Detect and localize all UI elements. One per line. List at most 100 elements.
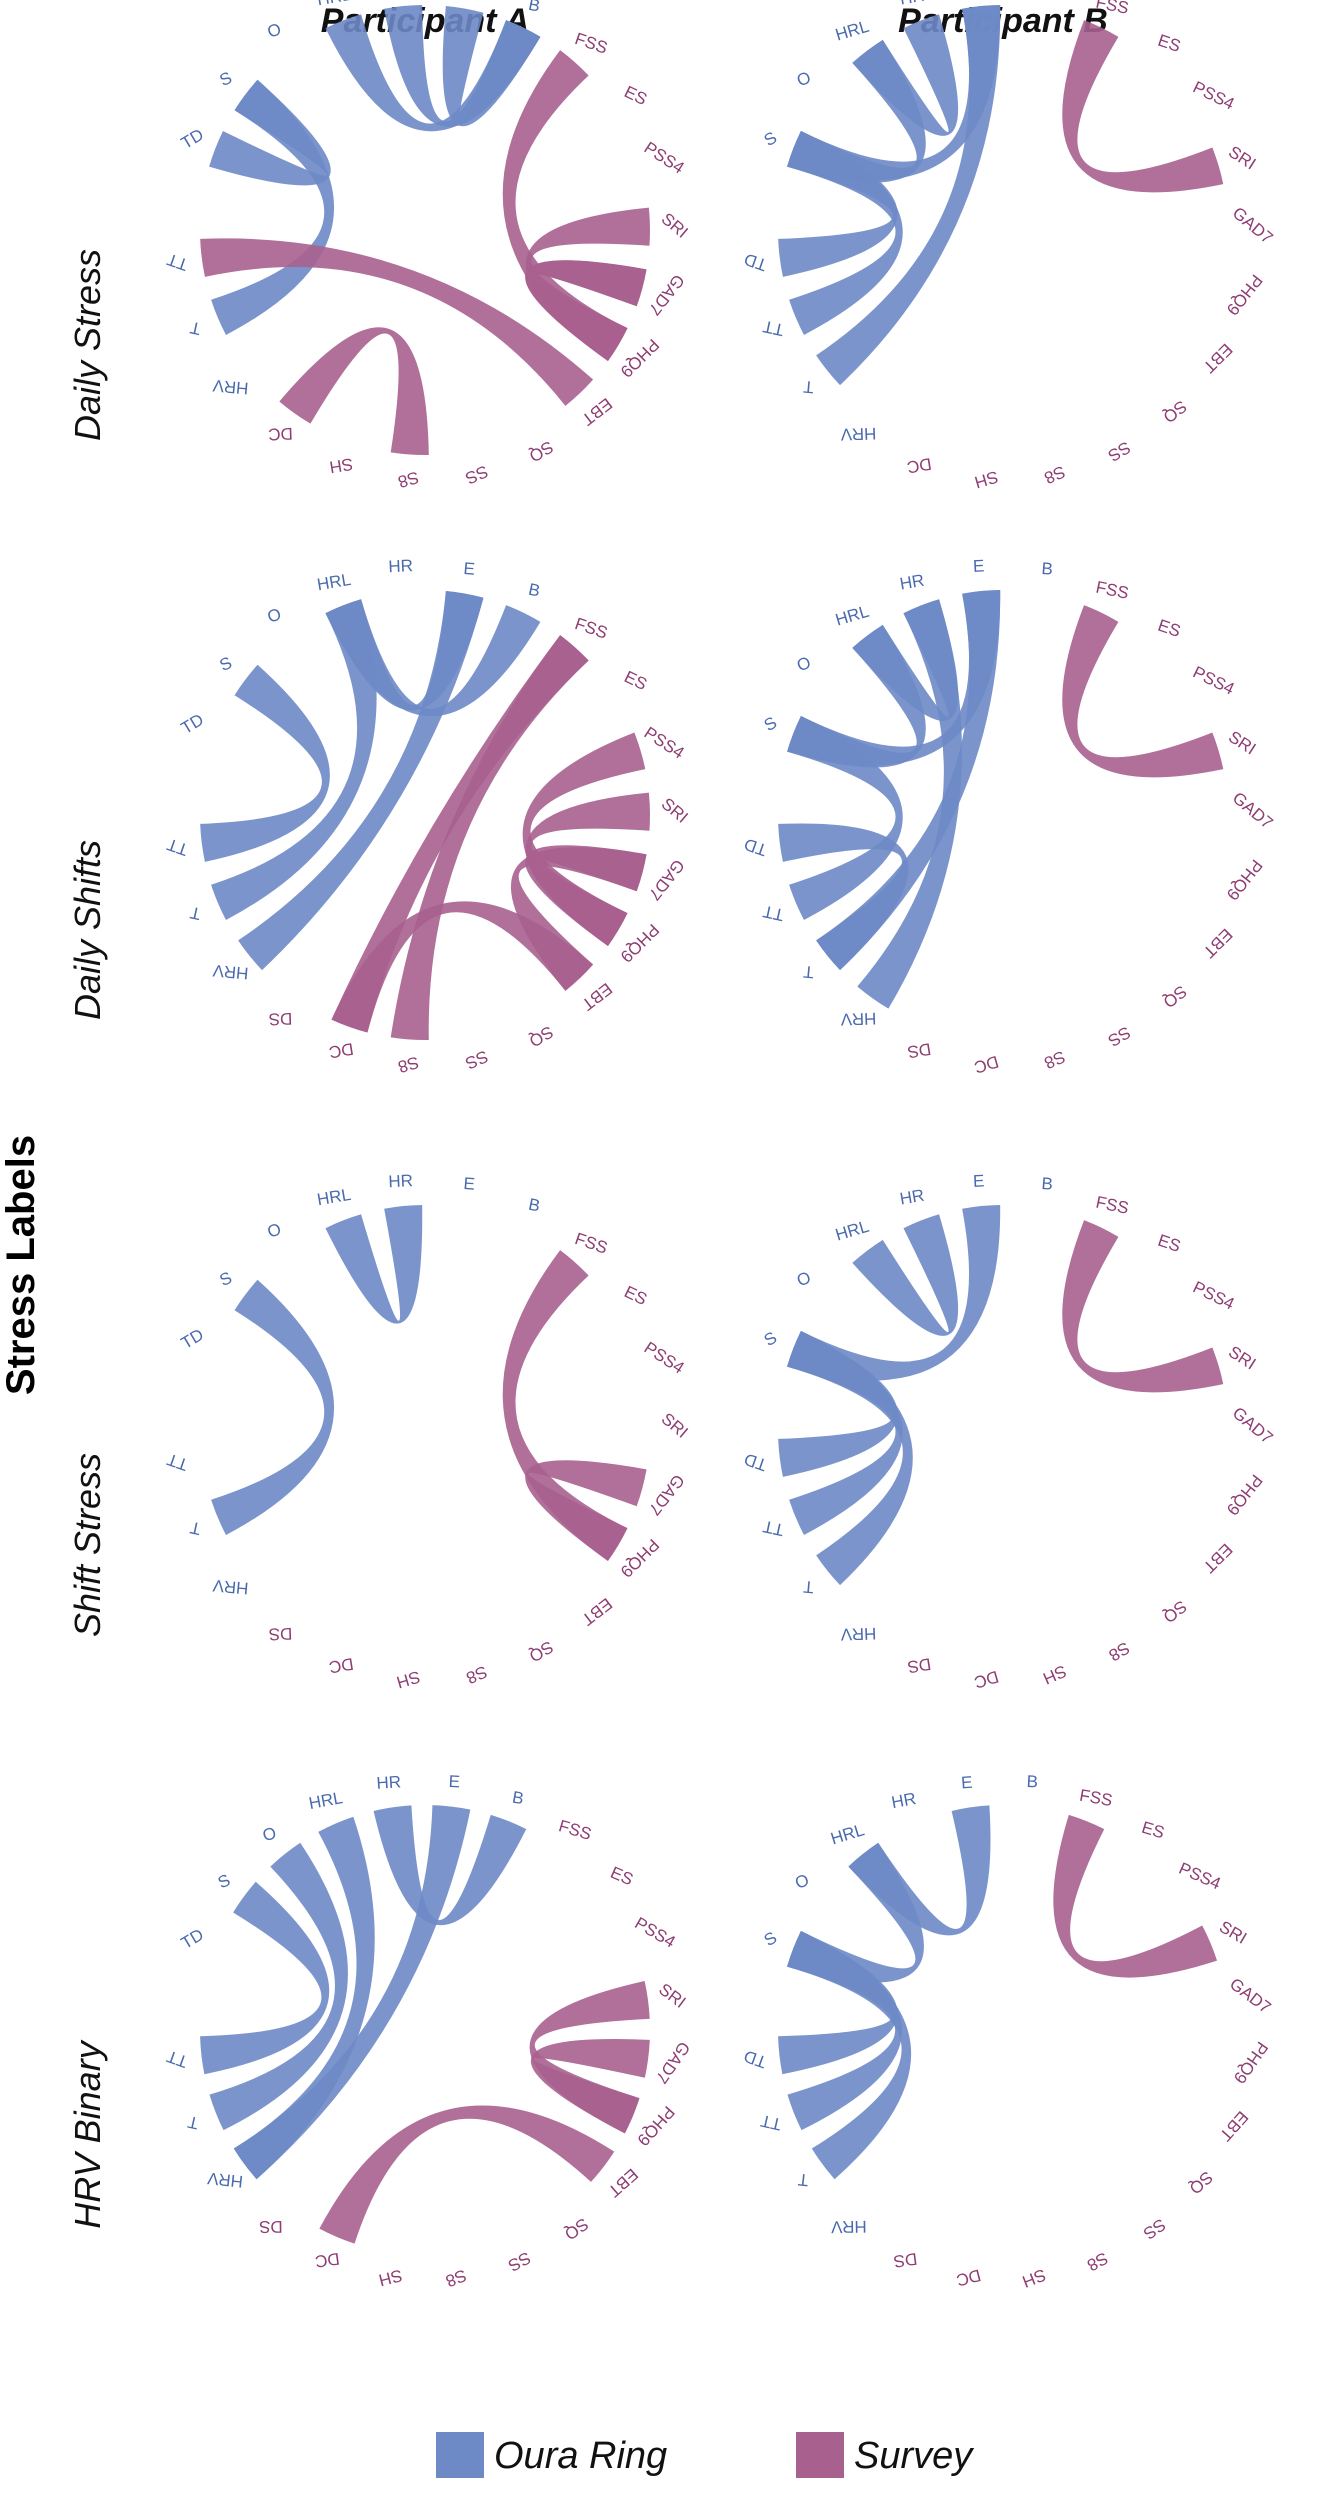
chord-link-phq9-gad7 [525,260,647,361]
chord-link-t-s [211,79,335,335]
node-label-tt: TT [759,2111,783,2134]
node-label-td: TD [742,249,770,274]
node-label-hrl: HRL [316,0,353,9]
node-label-b: B [527,0,542,16]
node-label-hrv: HRV [840,1009,877,1029]
node-label-ss: SS [463,461,491,487]
node-label-t: T [803,962,815,982]
node-label-hrl: HRL [316,1185,353,1209]
node-label-dc: DC [972,1052,1001,1077]
node-label-t: T [188,1518,202,1539]
chord-diagram-shift-stress-participant-b: S O HRL HR E B FSS ES PSS4 SRI GAD7 PHQ9 EBT SQ S8 SH DC… [742,1171,1277,1691]
node-label-s8: S8 [396,467,421,491]
node-label-gad7: GAD7 [1226,1974,1274,2017]
legend-label-survey: Survey [854,2435,974,2477]
chord-link-hrl-hr [852,14,959,136]
node-label-s: S [761,713,780,735]
chord-link-hrl-e [325,590,484,711]
node-label-e: E [463,559,476,579]
node-label-tt: TT [165,835,191,860]
node-label-phq9: PHQ9 [617,335,663,381]
chord-link-dc-s8 [279,327,429,455]
node-label-tt: TT [761,902,785,925]
node-label-es: ES [621,1282,650,1309]
node-label-es: ES [1155,616,1183,641]
node-label-sh: SH [1040,1661,1069,1688]
node-label-sq: SQ [526,1637,557,1666]
chord-link-s8-fss [390,635,589,1040]
row-label-daily-stress: Daily Stress [67,249,108,441]
chord-link-t-o [209,1842,348,2131]
node-label-dc: DC [268,424,293,444]
node-label-sri: SRI [658,1409,692,1442]
row-label-shift-stress: Shift Stress [67,1453,108,1637]
node-label-sq: SQ [561,2214,592,2244]
chord-diagram-daily-shifts-participant-b: S O HRL HR E B FSS ES PSS4 SRI GAD7 PHQ9 EBT SQ SS S8 DC… [742,556,1277,1076]
node-label-s8: S8 [443,2265,469,2290]
node-label-o: O [265,1220,283,1242]
node-label-hrl: HRL [316,570,353,594]
node-label-pss4: PSS4 [1176,1859,1223,1894]
node-label-fss: FSS [1078,1786,1114,1810]
node-label-ds: DS [892,2249,918,2271]
node-label-fss: FSS [1094,1193,1130,1218]
node-label-sri: SRI [655,1980,689,2012]
node-label-dc: DC [972,1667,1001,1692]
node-label-tt: TT [164,2047,190,2072]
node-label-t: T [186,2112,200,2133]
node-label-s8: S8 [1041,462,1068,488]
node-label-o: O [794,653,814,676]
node-label-es: ES [1155,1231,1183,1256]
chord-link-t-s [787,1330,913,1586]
chord-link-phq9-sri [525,207,650,361]
node-label-hrl: HRL [833,1217,871,1245]
node-label-t: T [797,2170,809,2190]
legend-swatch-survey [796,2432,844,2478]
node-label-td: TD [178,1925,207,1953]
node-label-td: TD [178,710,207,738]
node-label-fss: FSS [557,1816,594,1844]
node-label-o: O [265,605,283,627]
chord-link-t-e [816,5,1001,386]
node-label-es: ES [621,82,650,109]
chord-link-hrl-hr [852,599,959,721]
node-label-hrv: HRV [840,424,877,444]
chord-link-fss-sri [1062,20,1224,193]
node-label-s: S [217,68,235,90]
node-label-hr: HR [898,1186,925,1209]
node-label-hrv: HRV [830,2217,867,2237]
node-label-td: TD [178,125,207,153]
node-label-b: B [1041,1174,1054,1194]
node-label-td: TD [742,1449,770,1474]
node-label-hr: HR [388,1171,413,1191]
node-label-ss: SS [463,1046,491,1072]
node-label-hrv: HRV [211,1576,249,1598]
node-label-t: T [188,903,202,924]
node-label-es: ES [1155,31,1183,56]
node-label-phq9: PHQ9 [1223,271,1267,319]
node-label-td: TD [741,2046,769,2072]
node-label-dc: DC [954,2265,983,2290]
node-label-ebt: EBT [1199,1540,1236,1577]
node-label-s: S [215,1870,233,1892]
chord-link-ebt-gad7 [510,847,647,991]
node-label-fss: FSS [573,29,610,58]
node-label-pss4: PSS4 [1190,663,1237,699]
node-label-s8: S8 [1105,1638,1133,1665]
node-label-hr: HR [388,556,413,576]
node-label-gad7: GAD7 [645,1471,689,1519]
node-label-s8: S8 [1041,1047,1068,1073]
node-label-ds: DS [268,1009,292,1029]
node-label-hr: HR [376,1772,402,1793]
node-label-hrl: HRL [828,1820,866,1848]
node-label-sq: SQ [1185,2167,1216,2198]
chord-link-t-e [816,590,1001,971]
node-label-e: E [463,1174,476,1194]
node-label-hrl: HRL [833,602,871,630]
node-label-gad7: GAD7 [1229,788,1277,832]
node-label-s: S [217,653,235,675]
legend-label-oura-ring: Oura Ring [494,2435,667,2477]
node-label-s8: S8 [1084,2248,1111,2275]
